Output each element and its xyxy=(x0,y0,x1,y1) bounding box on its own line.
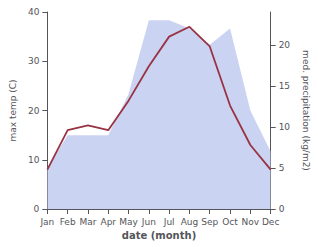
svg-text:0: 0 xyxy=(279,204,285,214)
svg-text:May: May xyxy=(119,217,138,227)
svg-text:10: 10 xyxy=(28,155,40,165)
svg-text:0: 0 xyxy=(34,204,40,214)
svg-text:20: 20 xyxy=(279,40,291,50)
svg-text:Jun: Jun xyxy=(141,217,156,227)
svg-text:max temp (C): max temp (C) xyxy=(8,79,18,141)
svg-text:Dec: Dec xyxy=(262,217,279,227)
svg-text:20: 20 xyxy=(28,106,40,116)
svg-text:date (month): date (month) xyxy=(122,230,196,241)
svg-text:Aug: Aug xyxy=(181,217,199,227)
svg-text:30: 30 xyxy=(28,56,40,66)
svg-text:Jan: Jan xyxy=(39,217,54,227)
svg-text:15: 15 xyxy=(279,81,290,91)
svg-text:Jul: Jul xyxy=(163,217,175,227)
svg-text:Mar: Mar xyxy=(79,217,96,227)
svg-text:5: 5 xyxy=(279,163,285,173)
svg-text:med. precipitation (kg/m2): med. precipitation (kg/m2) xyxy=(301,50,311,171)
svg-text:Feb: Feb xyxy=(60,217,76,227)
svg-text:Nov: Nov xyxy=(242,217,260,227)
svg-text:Apr: Apr xyxy=(100,217,116,227)
svg-text:10: 10 xyxy=(279,122,291,132)
svg-text:Oct: Oct xyxy=(222,217,238,227)
svg-text:40: 40 xyxy=(28,7,40,17)
svg-text:Sep: Sep xyxy=(201,217,218,227)
